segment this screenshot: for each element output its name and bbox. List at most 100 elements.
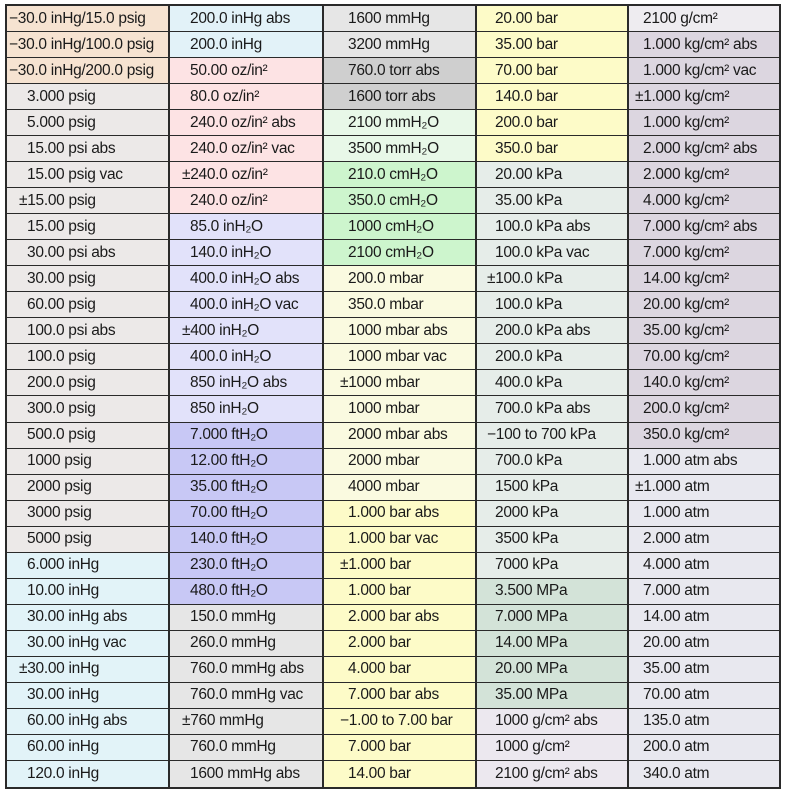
- table-cell: 2100 g/cm²: [629, 6, 779, 33]
- table-cell: −1.00 to 7.00 bar: [324, 708, 477, 735]
- table-cell: 400.0 inH₂O: [170, 344, 324, 371]
- table-cell: 10.00 inHg: [7, 578, 170, 605]
- table-cell: 1.000 bar vac: [324, 526, 477, 553]
- table-cell: 70.00 kg/cm²: [629, 344, 779, 371]
- table-cell: 30.00 psig: [7, 266, 170, 293]
- table-cell: 4000 mbar: [324, 474, 477, 501]
- table-cell: 400.0 inH₂O vac: [170, 292, 324, 319]
- table-cell: 1600 mmHg abs: [170, 760, 324, 787]
- table-cell: 35.00 ftH₂O: [170, 474, 324, 501]
- table-cell: ±1.000 kg/cm²: [629, 84, 779, 111]
- table-cell: 200.0 atm: [629, 734, 779, 761]
- table-cell: 200.0 inHg abs: [170, 6, 324, 33]
- table-cell: 20.00 atm: [629, 630, 779, 657]
- table-cell: 3000 psig: [7, 500, 170, 527]
- table-cell: 2.000 kg/cm² abs: [629, 136, 779, 163]
- table-cell: 20.00 kPa: [477, 162, 629, 189]
- table-cell: 2000 psig: [7, 474, 170, 501]
- table-cell: 760.0 mmHg abs: [170, 656, 324, 683]
- table-cell: 70.00 bar: [477, 58, 629, 85]
- table-cell: 200.0 kPa: [477, 344, 629, 371]
- table-cell: ±760 mmHg: [170, 708, 324, 735]
- table-cell: 2.000 bar: [324, 630, 477, 657]
- table-cell: 300.0 psig: [7, 396, 170, 423]
- table-cell: 7.000 kg/cm²: [629, 240, 779, 267]
- table-cell: 70.00 atm: [629, 682, 779, 709]
- table-cell: 20.00 bar: [477, 6, 629, 33]
- table-cell: 2000 kPa: [477, 500, 629, 527]
- table-cell: 30.00 psi abs: [7, 240, 170, 267]
- table-cell: 20.00 MPa: [477, 656, 629, 683]
- table-cell: 85.0 inH₂O: [170, 214, 324, 241]
- table-cell: −100 to 700 kPa: [477, 422, 629, 449]
- table-cell: 12.00 ftH₂O: [170, 448, 324, 475]
- table-cell: 140.0 inH₂O: [170, 240, 324, 267]
- table-cell: 14.00 kg/cm²: [629, 266, 779, 293]
- table-cell: 1000 mbar vac: [324, 344, 477, 371]
- table-cell: 7.000 bar: [324, 734, 477, 761]
- table-cell: 3500 mmH₂O: [324, 136, 477, 163]
- table-cell: 60.00 inHg: [7, 734, 170, 761]
- table-cell: 2100 g/cm² abs: [477, 760, 629, 787]
- table-cell: 140.0 kg/cm²: [629, 370, 779, 397]
- table-cell: 1500 kPa: [477, 474, 629, 501]
- table-cell: 7.000 bar abs: [324, 682, 477, 709]
- table-cell: 1000 g/cm²: [477, 734, 629, 761]
- table-cell: 6.000 inHg: [7, 552, 170, 579]
- table-cell: 35.00 kg/cm²: [629, 318, 779, 345]
- table-cell: ±400 inH₂O: [170, 318, 324, 345]
- table-cell: 850 inH₂O: [170, 396, 324, 423]
- table-cell: 260.0 mmHg: [170, 630, 324, 657]
- table-cell: 3500 kPa: [477, 526, 629, 553]
- table-cell: 850 inH₂O abs: [170, 370, 324, 397]
- pressure-range-table: −30.0 inHg/15.0 psig 200.0 inHg abs 1600 m…: [5, 4, 781, 789]
- table-cell: 14.00 MPa: [477, 630, 629, 657]
- table-cell: 350.0 bar: [477, 136, 629, 163]
- table-cell: 7.000 MPa: [477, 604, 629, 631]
- table-cell: 5.000 psig: [7, 110, 170, 137]
- table-cell: 200.0 psig: [7, 370, 170, 397]
- table-cell: −30.0 inHg/200.0 psig: [7, 58, 170, 85]
- table-cell: 400.0 kPa: [477, 370, 629, 397]
- table-cell: 1.000 bar abs: [324, 500, 477, 527]
- table-cell: 100.0 psig: [7, 344, 170, 371]
- table-cell: 5000 psig: [7, 526, 170, 553]
- table-cell: 2100 cmH₂O: [324, 240, 477, 267]
- table-cell: 135.0 atm: [629, 708, 779, 735]
- table-cell: 30.00 inHg vac: [7, 630, 170, 657]
- table-cell: 70.00 ftH₂O: [170, 500, 324, 527]
- table-cell: 3.500 MPa: [477, 578, 629, 605]
- table-cell: 35.00 MPa: [477, 682, 629, 709]
- table-cell: 1.000 atm abs: [629, 448, 779, 475]
- table-cell: 2000 mbar abs: [324, 422, 477, 449]
- table-cell: 240.0 oz/in² abs: [170, 110, 324, 137]
- table-cell: 100.0 kPa abs: [477, 214, 629, 241]
- table-cell: 35.00 bar: [477, 32, 629, 59]
- table-cell: 140.0 ftH₂O: [170, 526, 324, 553]
- table-cell: 100.0 psi abs: [7, 318, 170, 345]
- table-cell: 15.00 psi abs: [7, 136, 170, 163]
- table-cell: 2000 mbar: [324, 448, 477, 475]
- table-cell: 30.00 inHg abs: [7, 604, 170, 631]
- table-cell: 240.0 oz/in²: [170, 188, 324, 215]
- table-cell: 7.000 atm: [629, 578, 779, 605]
- table-cell: 700.0 kPa abs: [477, 396, 629, 423]
- table-cell: 1000 g/cm² abs: [477, 708, 629, 735]
- table-cell: 100.0 kPa vac: [477, 240, 629, 267]
- table-cell: 760.0 mmHg vac: [170, 682, 324, 709]
- table-cell: 60.00 inHg abs: [7, 708, 170, 735]
- table-cell: 1000 cmH₂O: [324, 214, 477, 241]
- table-cell: 480.0 ftH₂O: [170, 578, 324, 605]
- table-cell: 350.0 cmH₂O: [324, 188, 477, 215]
- table-cell: 7000 kPa: [477, 552, 629, 579]
- table-cell: 340.0 atm: [629, 760, 779, 787]
- table-cell: 240.0 oz/in² vac: [170, 136, 324, 163]
- table-cell: 60.00 psig: [7, 292, 170, 319]
- table-cell: 1.000 kg/cm² vac: [629, 58, 779, 85]
- table-cell: ±1000 mbar: [324, 370, 477, 397]
- table-cell: 760.0 torr abs: [324, 58, 477, 85]
- table-cell: ±100.0 kPa: [477, 266, 629, 293]
- table-cell: 200.0 mbar: [324, 266, 477, 293]
- table-cell: 1.000 bar: [324, 578, 477, 605]
- table-cell: 15.00 psig vac: [7, 162, 170, 189]
